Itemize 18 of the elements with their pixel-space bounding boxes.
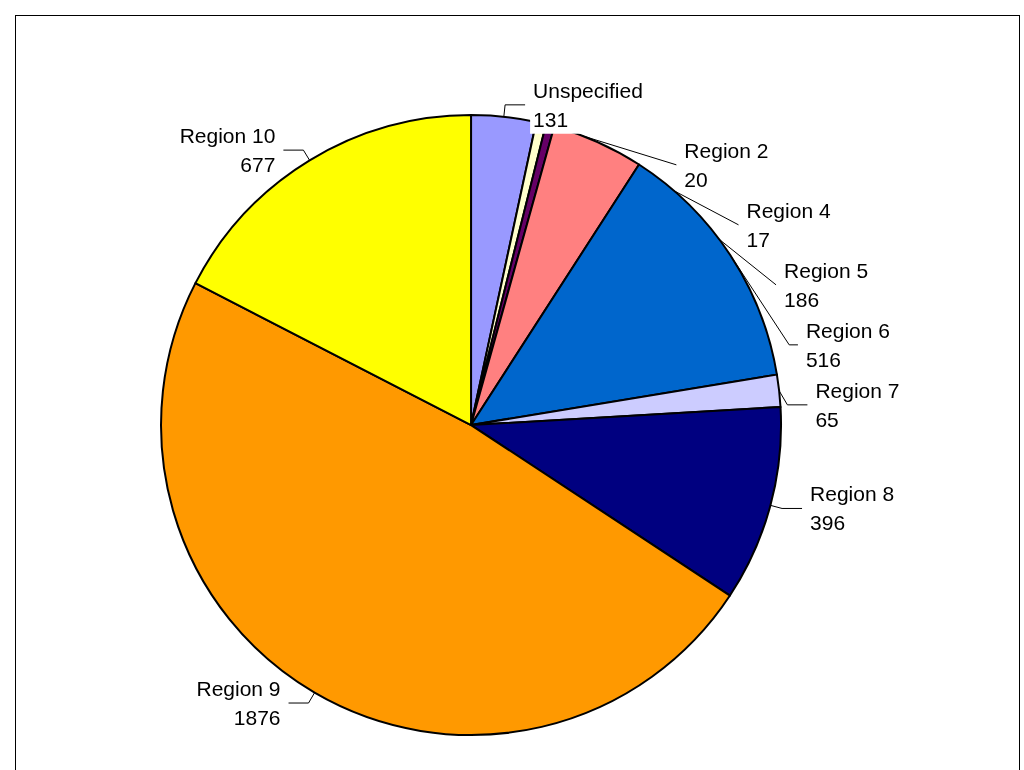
slice-label: Region 6 bbox=[805, 318, 890, 342]
data-label: 20 bbox=[684, 167, 708, 191]
data-label: 396 bbox=[810, 511, 846, 535]
slice-label: Region 4 bbox=[746, 198, 831, 222]
data-label: 65 bbox=[815, 407, 839, 431]
slice-label: Region 2 bbox=[684, 138, 769, 162]
data-label: 1876 bbox=[233, 706, 281, 730]
data-label: 17 bbox=[746, 227, 770, 251]
slice-label: Unspecified bbox=[533, 78, 643, 102]
data-label: 677 bbox=[240, 153, 276, 177]
data-label: 516 bbox=[805, 347, 841, 371]
slice-label: Region 8 bbox=[810, 482, 895, 506]
slice-label: Region 7 bbox=[815, 378, 900, 402]
slice-label: Region 5 bbox=[784, 258, 869, 282]
slice-label: Region 10 bbox=[179, 124, 276, 148]
data-label: 186 bbox=[784, 287, 820, 311]
data-label: 131 bbox=[533, 107, 569, 131]
slice-label: Region 9 bbox=[196, 677, 281, 701]
